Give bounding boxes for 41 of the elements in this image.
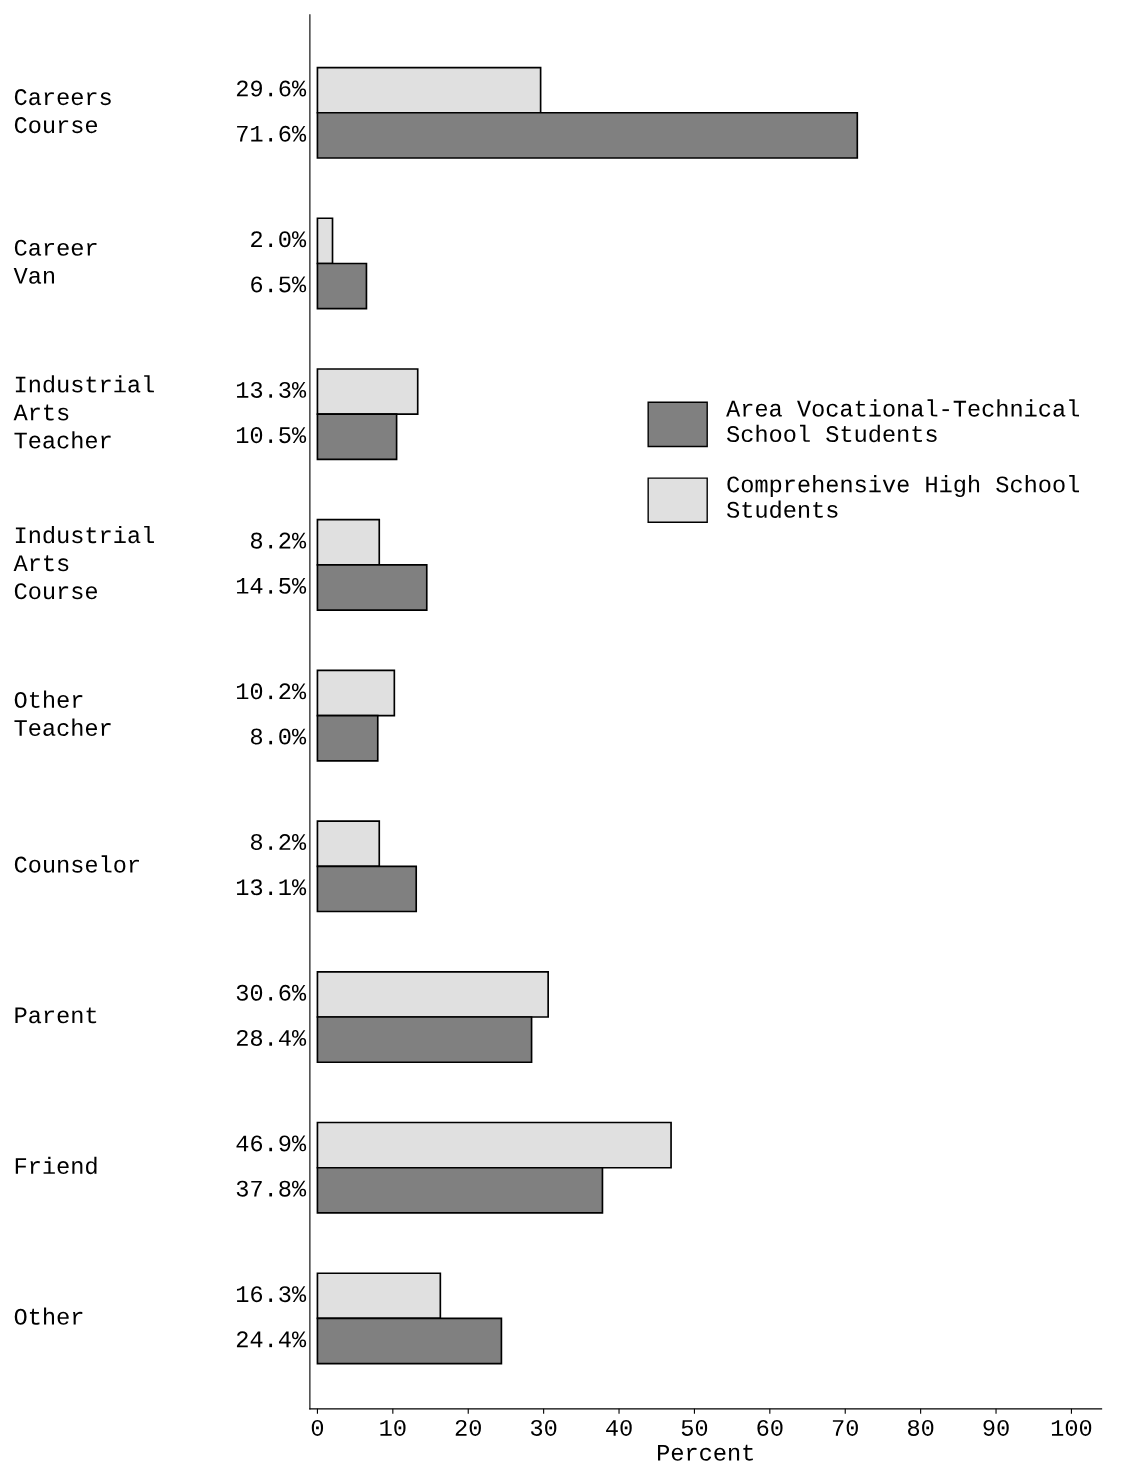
data-label: 13.1%: [236, 879, 307, 896]
legend-label: Comprehensive High School Students: [727, 475, 1080, 518]
x-tick-label: 0: [311, 1419, 324, 1436]
data-label: 10.5%: [236, 427, 307, 444]
y-tick-label: Industrial Arts Teacher: [13, 375, 154, 449]
data-label: 16.3%: [236, 1286, 307, 1303]
x-tick-label: 60: [757, 1419, 783, 1436]
y-tick-label: Industrial Arts Course: [13, 525, 154, 600]
data-label: 13.3%: [236, 381, 307, 398]
y-tick-label: Counselor: [14, 855, 139, 873]
data-label: 37.8%: [236, 1180, 307, 1197]
x-tick-label: 100: [1051, 1419, 1092, 1436]
data-label: 71.6%: [237, 125, 307, 142]
data-label: 8.0%: [250, 728, 307, 745]
x-tick-label: 70: [832, 1419, 858, 1436]
data-label: 2.0%: [251, 231, 307, 248]
y-tick-label: Friend: [15, 1156, 97, 1175]
data-label: 24.4%: [236, 1331, 307, 1348]
x-axis-title: Percent: [658, 1444, 753, 1461]
y-tick-label: Careers Course: [14, 89, 111, 134]
y-tick-label: Other Teacher: [14, 690, 111, 736]
data-label: 10.2%: [236, 683, 307, 700]
legend-label: Area Vocational-Technical School Students: [726, 399, 1080, 443]
data-label: 8.2%: [250, 532, 307, 549]
x-tick-label: 30: [530, 1419, 557, 1436]
x-tick-label: 80: [908, 1419, 934, 1436]
y-tick-label: Career Van: [13, 239, 97, 284]
y-tick-label: Other: [14, 1307, 83, 1325]
x-tick-label: 10: [380, 1419, 406, 1436]
x-tick-label: 40: [606, 1419, 632, 1436]
data-label: 29.6%: [236, 80, 307, 97]
data-label: 14.5%: [236, 577, 307, 594]
data-label: 8.2%: [250, 834, 307, 851]
x-tick-label: 90: [983, 1419, 1009, 1436]
data-label: 28.4%: [236, 1029, 307, 1046]
x-tick-label: 20: [455, 1419, 481, 1436]
data-label: 30.6%: [236, 984, 307, 1001]
x-tick-label: 50: [681, 1419, 708, 1436]
data-label: 46.9%: [236, 1135, 307, 1152]
data-label: 6.5%: [251, 276, 307, 293]
y-tick-label: Parent: [15, 1007, 97, 1024]
